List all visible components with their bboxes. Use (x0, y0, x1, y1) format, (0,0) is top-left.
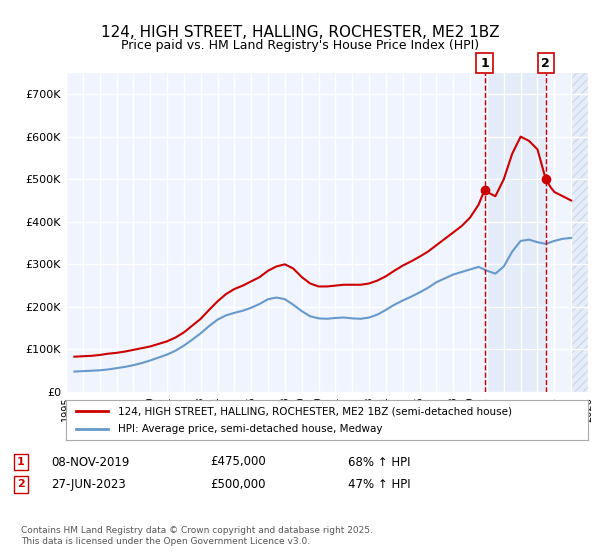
Text: 47% ↑ HPI: 47% ↑ HPI (348, 478, 410, 491)
Bar (571, 73, 596, 392)
Text: 1: 1 (480, 57, 489, 69)
Text: £475,000: £475,000 (210, 455, 266, 469)
Text: 1: 1 (17, 457, 25, 467)
Text: 27-JUN-2023: 27-JUN-2023 (51, 478, 126, 491)
Text: £500,000: £500,000 (210, 478, 265, 491)
Text: 124, HIGH STREET, HALLING, ROCHESTER, ME2 1BZ (semi-detached house): 124, HIGH STREET, HALLING, ROCHESTER, ME… (118, 407, 512, 417)
Text: 2: 2 (541, 57, 550, 69)
Text: 68% ↑ HPI: 68% ↑ HPI (348, 455, 410, 469)
Text: HPI: Average price, semi-detached house, Medway: HPI: Average price, semi-detached house,… (118, 423, 383, 433)
Text: 2: 2 (17, 479, 25, 489)
Bar (485, 73, 546, 392)
Text: 08-NOV-2019: 08-NOV-2019 (51, 455, 130, 469)
Text: Contains HM Land Registry data © Crown copyright and database right 2025.
This d: Contains HM Land Registry data © Crown c… (21, 526, 373, 546)
Text: 124, HIGH STREET, HALLING, ROCHESTER, ME2 1BZ: 124, HIGH STREET, HALLING, ROCHESTER, ME… (101, 25, 499, 40)
Text: Price paid vs. HM Land Registry's House Price Index (HPI): Price paid vs. HM Land Registry's House … (121, 39, 479, 52)
